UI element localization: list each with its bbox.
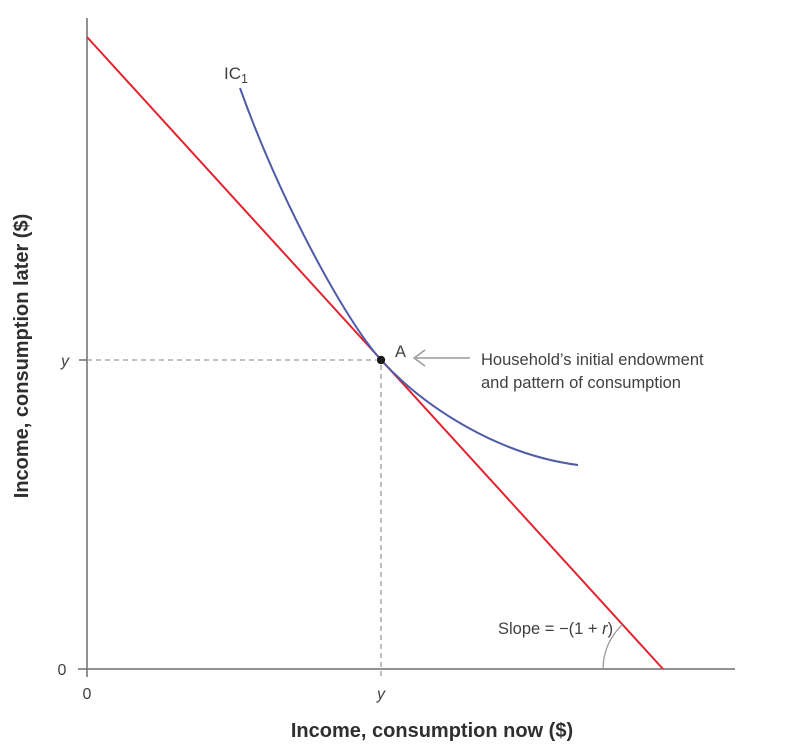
x-axis-title: Income, consumption now ($) xyxy=(291,720,573,742)
slope-angle-arc xyxy=(602,624,623,670)
annotation-line1: Household’s initial endowment xyxy=(481,351,704,369)
point-a-label: A xyxy=(395,343,406,361)
x-axis-origin-label: 0 xyxy=(83,686,92,703)
annotation-arrowhead-icon xyxy=(412,349,426,367)
annotation-line2: and pattern of consumption xyxy=(481,374,681,392)
slope-label-r: r xyxy=(602,620,609,638)
indifference-curve xyxy=(239,87,579,466)
y-axis-title: Income, consumption later ($) xyxy=(11,214,33,498)
slope-label: Slope = −(1 + r) xyxy=(498,620,613,638)
endowment-point xyxy=(376,355,386,365)
x-axis-endowment-tick-label: y xyxy=(376,686,386,703)
slope-label-prefix: Slope = −(1 + xyxy=(498,620,602,638)
indifference-curve-label: IC1 xyxy=(224,64,248,86)
slope-label-suffix: ) xyxy=(608,620,614,638)
ic-label-subscript: 1 xyxy=(241,72,248,86)
y-axis-endowment-tick-label: y xyxy=(60,353,70,370)
ic-label-main: IC xyxy=(224,64,241,83)
y-axis-origin-label: 0 xyxy=(58,662,67,679)
